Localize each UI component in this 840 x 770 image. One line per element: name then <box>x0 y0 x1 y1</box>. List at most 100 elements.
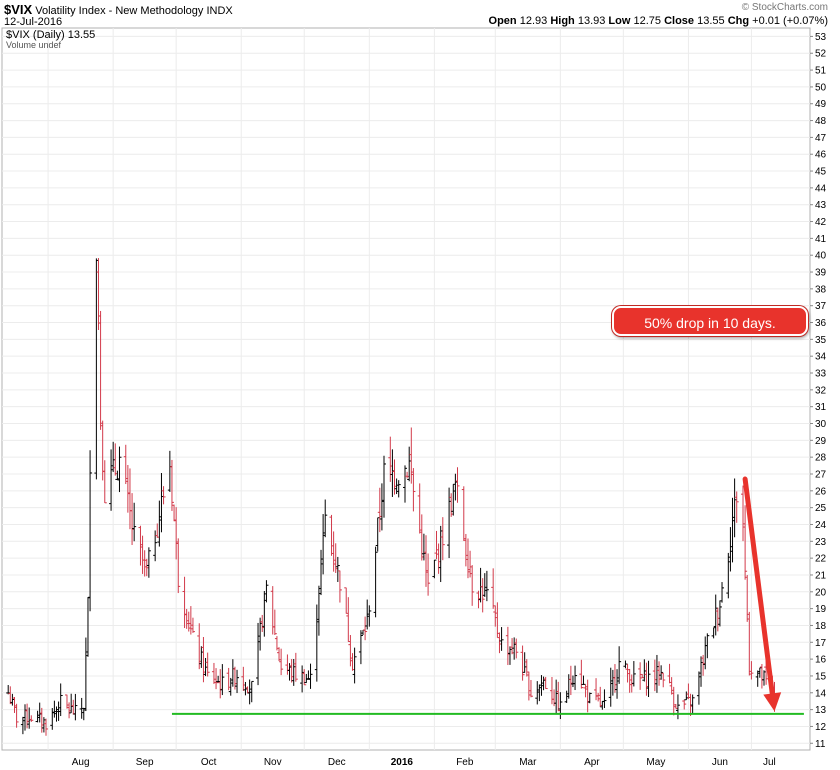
ohlc-bar <box>153 530 158 562</box>
ohlc-bar <box>403 465 407 503</box>
x-tick-label: Dec <box>328 757 346 768</box>
y-tick-label: 43 <box>815 200 827 211</box>
y-tick-label: 24 <box>815 520 827 531</box>
y-tick-label: 39 <box>815 268 827 279</box>
ohlc-bar <box>293 652 298 682</box>
ohlc-bar <box>646 660 651 698</box>
y-tick-label: 38 <box>815 284 827 295</box>
x-tick-label: Jul <box>763 757 776 768</box>
y-tick-label: 28 <box>815 453 827 464</box>
ohlc-bar <box>484 570 489 602</box>
y-tick-label: 16 <box>815 655 827 666</box>
low-value: 12.75 <box>633 15 662 27</box>
ohlc-bar <box>396 480 401 498</box>
ohlc-bar <box>528 679 533 698</box>
y-tick-label: 41 <box>815 234 827 245</box>
y-tick-label: 45 <box>815 167 827 178</box>
ohlc-bar <box>363 616 368 641</box>
low-label: Low <box>608 15 631 27</box>
ohlc-bar <box>602 689 607 709</box>
high-label: High <box>550 15 575 27</box>
ohlc-bar <box>102 460 107 504</box>
chg-value: +0.01 (+0.07%) <box>752 15 828 27</box>
ohlc-bar <box>352 647 357 684</box>
ohlc-bar <box>279 648 284 676</box>
y-tick-label: 27 <box>815 469 827 480</box>
y-tick-label: 34 <box>815 352 827 363</box>
x-tick-label: Feb <box>456 757 474 768</box>
ohlc-bar <box>43 718 48 736</box>
y-tick-label: 40 <box>815 251 827 262</box>
ohlc-bar <box>205 652 210 677</box>
chg-label: Chg <box>727 15 750 27</box>
high-value: 13.93 <box>577 15 606 27</box>
y-axis: 11 12 13 14 15 16 17 18 19 20 21 22 23 24 25 26 27 28 29 30… <box>810 32 827 750</box>
legend-volume: Volume undef <box>6 40 62 50</box>
ohlc-bar <box>573 665 578 691</box>
y-tick-label: 53 <box>815 32 827 43</box>
ohlc-bar <box>264 580 269 603</box>
ohlc-bar <box>432 559 437 579</box>
ohlc-bar <box>302 669 307 686</box>
y-tick-label: 17 <box>815 638 827 649</box>
ohlc-bar <box>373 546 378 618</box>
x-tick-label: Jun <box>712 757 728 768</box>
ohlc-bar <box>579 659 584 689</box>
ohlc-bar <box>717 600 722 627</box>
y-tick-label: 52 <box>815 49 827 60</box>
y-tick-label: 21 <box>815 570 827 581</box>
y-tick-label: 50 <box>815 82 827 93</box>
ohlc-bar <box>426 553 431 596</box>
grid-lines <box>2 28 810 750</box>
ohlc-bar <box>272 609 277 636</box>
ohlc-bar <box>440 517 445 561</box>
open-value: 12.93 <box>519 15 548 27</box>
y-tick-label: 13 <box>815 705 827 716</box>
ohlc-bar <box>661 672 666 688</box>
ohlc-bar <box>308 663 313 689</box>
x-tick-label: Sep <box>136 757 154 768</box>
ohlc-bar <box>675 694 680 720</box>
ohlc-bar <box>743 505 748 580</box>
ohlc-bar <box>617 646 622 684</box>
ohlc-bar <box>659 665 664 680</box>
chart-date: 12-Jul-2016 <box>4 16 63 28</box>
ohlc-bar <box>367 605 372 627</box>
ohlc-bar <box>720 582 725 603</box>
y-tick-label: 49 <box>815 99 827 110</box>
ohlc-bar <box>382 455 387 518</box>
y-tick-label: 12 <box>815 722 827 733</box>
ohlc-bar <box>335 556 340 582</box>
ohlc-bar <box>514 638 519 659</box>
ohlc-bar <box>323 499 328 538</box>
y-tick-label: 32 <box>815 385 827 396</box>
ohlc-bar <box>117 446 122 493</box>
y-tick-label: 11 <box>815 739 826 750</box>
ohlc-summary: Open 12.93 High 13.93 Low 12.75 Close 13… <box>489 15 828 27</box>
y-tick-label: 22 <box>815 554 827 565</box>
close-label: Close <box>664 15 695 27</box>
y-tick-label: 29 <box>815 436 827 447</box>
y-tick-label: 44 <box>815 183 827 194</box>
ohlc-bar <box>543 676 548 690</box>
ohlc-bar <box>411 468 416 512</box>
x-axis: Aug Sep Oct Nov Dec 2016 Feb Mar Apr May Jun Jul <box>72 757 776 768</box>
ohlc-bar <box>14 703 19 728</box>
ohlc-bar <box>73 693 78 721</box>
ohlc-bar <box>358 630 363 665</box>
annotation-arrow-shaft <box>742 476 775 696</box>
symbol: $VIX <box>4 2 33 17</box>
ohlc-bar <box>249 680 254 703</box>
x-tick-label: Mar <box>519 757 537 768</box>
x-tick-label: Apr <box>584 757 600 768</box>
x-tick-label: 2016 <box>391 757 414 768</box>
annotation-arrow-head <box>763 692 782 712</box>
y-tick-label: 48 <box>815 116 827 127</box>
ohlc-bar <box>88 450 93 612</box>
y-tick-label: 14 <box>815 688 827 699</box>
ohlc-bar <box>631 661 636 687</box>
ohlc-bar <box>337 570 342 603</box>
y-tick-label: 31 <box>815 402 827 413</box>
ohlc-bar <box>705 633 710 659</box>
